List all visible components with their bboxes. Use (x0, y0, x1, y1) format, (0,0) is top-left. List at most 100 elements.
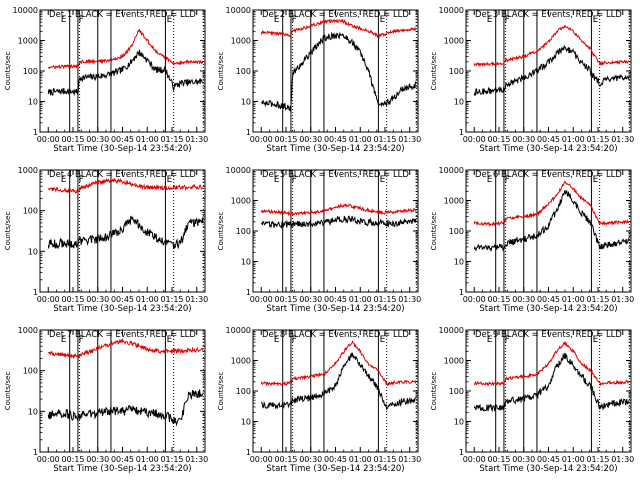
y-tick-label: 10 (454, 258, 464, 267)
segment-marker: E (380, 15, 386, 25)
y-tick-label: 10 (241, 418, 251, 427)
x-tick-label: 01:30 (398, 455, 421, 464)
x-tick-label: 01:30 (611, 135, 634, 144)
x-tick-label: 00:00 (37, 455, 60, 464)
y-tick-label: 100 (23, 367, 38, 376)
y-tick-label: 1 (459, 128, 464, 137)
lld-series-line (473, 341, 630, 387)
y-tick-label: 10000 (226, 326, 251, 335)
x-tick-label: 00:00 (37, 135, 60, 144)
x-tick-label: 01:15 (160, 455, 183, 464)
segment-marker: E (167, 15, 173, 25)
y-tick-label: 100 (236, 387, 251, 396)
y-tick-label: 1000 (231, 197, 251, 206)
segment-marker: F (79, 15, 84, 25)
segment-marker: E (274, 15, 280, 25)
y-tick-label: 100 (449, 227, 464, 236)
x-tick-label: 00:00 (250, 455, 273, 464)
y-tick-label: 1000 (18, 37, 38, 46)
segment-marker: E (274, 175, 280, 185)
plot-area (260, 10, 417, 132)
x-tick-label: 01:00 (136, 295, 159, 304)
panel-3: 1 10 100 1000 10000 00:00 00:15 00:30 00:45 01:00… (430, 6, 634, 154)
x-axis-title: Start Time (30-Sep-14 23:54:20) (479, 144, 617, 154)
panel-title: Det 1 BLACK = Events, RED = LLD (49, 10, 196, 20)
panel-title: Det 2 BLACK = Events, RED = LLD (262, 10, 409, 20)
x-tick-label: 01:30 (611, 295, 634, 304)
x-tick-label: 00:00 (463, 135, 486, 144)
x-tick-label: 01:00 (349, 455, 372, 464)
plot-frame (39, 329, 206, 453)
y-axis-title: Counts/sec (430, 52, 438, 91)
x-tick-label: 00:15 (61, 455, 84, 464)
events-series-line (473, 352, 630, 413)
x-tick-label: 00:30 (86, 295, 109, 304)
x-tick-label: 01:30 (185, 135, 208, 144)
x-tick-label: 01:30 (185, 455, 208, 464)
x-tick-label: 00:30 (86, 135, 109, 144)
x-tick-label: 00:45 (537, 295, 560, 304)
x-tick-label: 00:30 (299, 295, 322, 304)
x-tick-label: 00:15 (274, 455, 297, 464)
segment-marker: E (61, 175, 67, 185)
x-tick-label: 01:00 (562, 295, 585, 304)
panel-8: 1 10 100 1000 10000 00:00 00:15 00:30 00:45 01:00… (217, 326, 421, 474)
y-tick-label: 10000 (13, 6, 38, 15)
lld-series-line (47, 177, 204, 194)
x-tick-label: 00:30 (512, 455, 535, 464)
y-tick-label: 1000 (444, 357, 464, 366)
panel-6: 1 10 100 1000 10000 00:00 00:15 00:30 00:45 01:00… (430, 166, 634, 314)
x-tick-label: 00:15 (61, 295, 84, 304)
y-tick-label: 100 (23, 207, 38, 216)
x-axis-title: Start Time (30-Sep-14 23:54:20) (266, 464, 404, 474)
panel-4: 1 10 100 1000 00:00 00:15 00:30 00:45 01:00 01:15… (4, 166, 208, 314)
y-tick-label: 10000 (439, 6, 464, 15)
segment-marker: F (292, 335, 297, 345)
events-series-line (47, 49, 204, 97)
x-axis-title: Start Time (30-Sep-14 23:54:20) (53, 144, 191, 154)
x-tick-label: 00:30 (86, 455, 109, 464)
x-tick-label: 01:15 (373, 295, 396, 304)
events-series-line (47, 215, 204, 250)
y-tick-label: 1000 (444, 197, 464, 206)
panel-5: 1 10 100 1000 10000 00:00 00:15 00:30 00:45 01:00… (217, 166, 421, 314)
plot-frame (252, 9, 419, 133)
segment-marker: F (79, 175, 84, 185)
panel-title: Det 4 BLACK = Events, RED = LLD (49, 170, 196, 180)
panel-title: Det 3 BLACK = Events, RED = LLD (475, 10, 622, 20)
y-tick-label: 1 (459, 448, 464, 457)
y-tick-label: 1 (33, 288, 38, 297)
panel-title: Det 6 BLACK = Events, RED = LLD (475, 170, 622, 180)
segment-marker: E (487, 15, 493, 25)
y-tick-label: 10 (28, 247, 38, 256)
panel-title: Det 9 BLACK = Events, RED = LLD (475, 330, 622, 340)
x-tick-label: 00:45 (324, 455, 347, 464)
x-tick-label: 00:00 (463, 455, 486, 464)
y-axis-title: Counts/sec (430, 372, 438, 411)
y-tick-label: 10000 (439, 166, 464, 175)
x-tick-label: 00:45 (111, 455, 134, 464)
plot-area (47, 170, 204, 292)
y-tick-label: 10000 (439, 326, 464, 335)
x-axis-title: Start Time (30-Sep-14 23:54:20) (479, 304, 617, 314)
y-tick-label: 10000 (226, 166, 251, 175)
lld-series-line (260, 18, 417, 39)
segment-marker: E (487, 335, 493, 345)
lld-series-line (47, 337, 204, 360)
events-series-line (47, 389, 204, 427)
x-tick-label: 00:30 (299, 135, 322, 144)
y-tick-label: 100 (449, 67, 464, 76)
plot-frame (252, 169, 419, 293)
panel-2: 1 10 100 1000 10000 00:00 00:15 00:30 00:45 01:00… (217, 6, 421, 154)
y-tick-label: 10 (28, 407, 38, 416)
y-tick-label: 1 (459, 288, 464, 297)
segment-marker: E (593, 175, 599, 185)
panel-title: Det 5 BLACK = Events, RED = LLD (262, 170, 409, 180)
x-tick-label: 00:45 (111, 135, 134, 144)
plot-area (260, 170, 417, 292)
segment-marker: E (61, 335, 67, 345)
segment-marker: E (167, 335, 173, 345)
x-axis-title: Start Time (30-Sep-14 23:54:20) (53, 304, 191, 314)
plot-area (47, 330, 204, 452)
x-tick-label: 00:30 (512, 295, 535, 304)
